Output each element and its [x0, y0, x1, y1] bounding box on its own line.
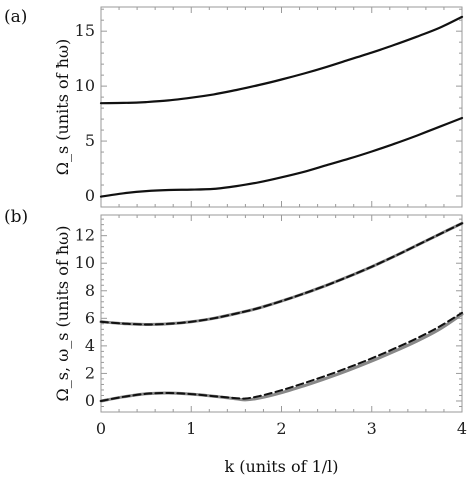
series-line-3 — [100, 311, 463, 402]
y-tick-label: 8 — [85, 281, 95, 300]
series-line-1 — [99, 116, 464, 198]
panel-label: (a) — [4, 7, 27, 27]
y-axis-title: Ω_s, ω_s (units of ħω) — [53, 226, 72, 402]
y-tick-label: 5 — [85, 131, 95, 150]
x-tick-label: 2 — [276, 419, 286, 438]
y-tick-label: 0 — [85, 186, 95, 205]
y-tick-label: 15 — [75, 21, 95, 40]
x-tick-label: 1 — [186, 419, 196, 438]
y-tick-label: 6 — [85, 308, 95, 327]
series-line-2 — [99, 312, 464, 403]
y-tick-label: 10 — [75, 76, 95, 95]
y-axis-title: Ω_s (units of ħω) — [53, 39, 72, 176]
x-tick-label: 3 — [367, 419, 377, 438]
x-tick-label: 4 — [457, 419, 467, 438]
y-tick-label: 0 — [85, 391, 95, 410]
y-tick-label: 10 — [75, 253, 95, 272]
series-line-1 — [100, 222, 463, 326]
panel-label: (b) — [4, 207, 28, 227]
panel-a: 0 5 10 15 (a) Ω_s (units of ħω) — [4, 6, 464, 208]
series-line-0 — [99, 15, 464, 105]
x-tick-label: 0 — [96, 419, 106, 438]
series-line-0 — [99, 221, 464, 327]
y-tick-label: 12 — [75, 226, 95, 245]
y-tick-label: 4 — [85, 336, 95, 355]
plot-frame — [100, 214, 463, 413]
x-axis-title: k (units of 1/l) — [224, 457, 338, 476]
y-tick-label: 2 — [85, 363, 95, 382]
